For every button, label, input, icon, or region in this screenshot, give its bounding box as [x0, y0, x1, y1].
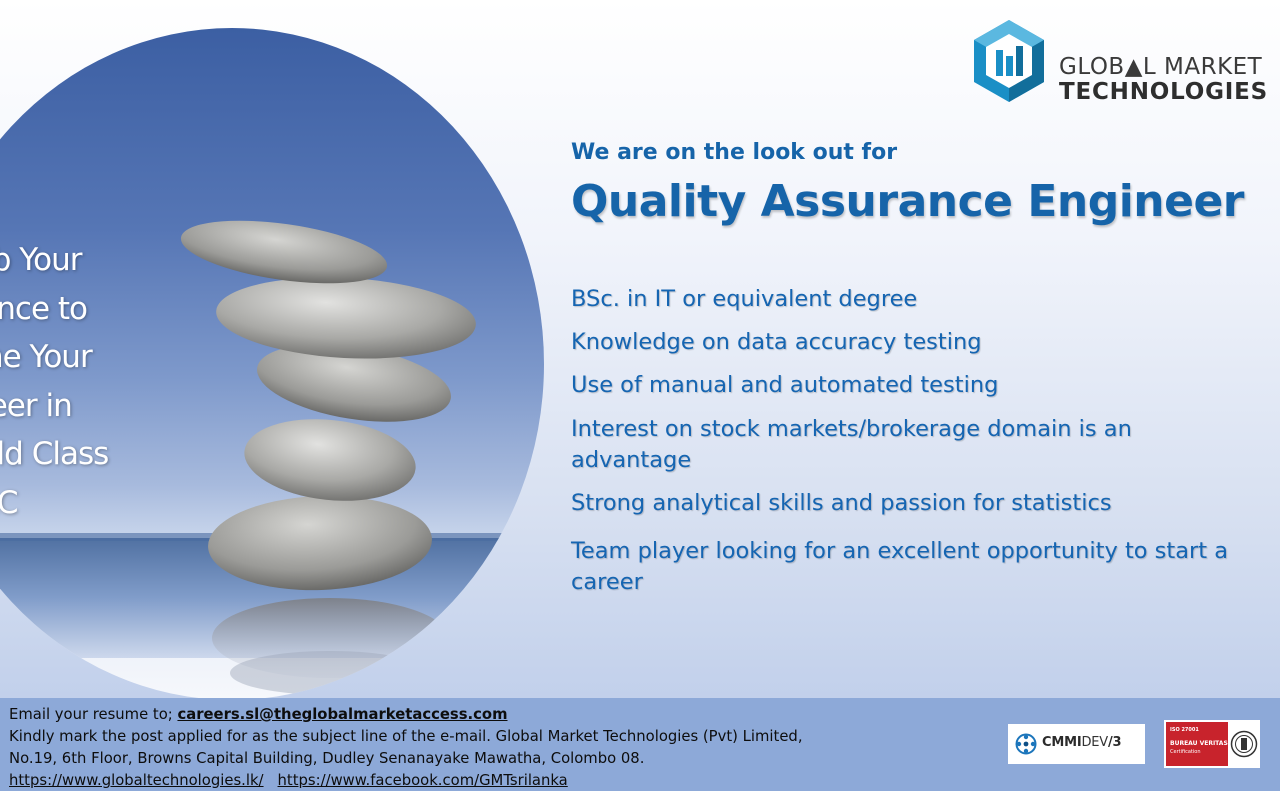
company-logo: GLOB▲L MARKET TECHNOLOGIES	[970, 18, 1267, 106]
footer: Email your resume to; careers.sl@theglob…	[0, 698, 1280, 791]
bv-name-label: BUREAU VERITAS	[1170, 740, 1228, 747]
logo-text-line1: GLOB▲L MARKET	[1059, 54, 1263, 80]
email-line: Email your resume to; careers.sl@theglob…	[9, 704, 909, 726]
stone-1	[180, 220, 388, 284]
address-line: No.19, 6th Floor, Browns Capital Buildin…	[9, 750, 645, 767]
requirement-item: Strong analytical skills and passion for…	[571, 490, 1112, 516]
tagline-line: Career in	[0, 387, 73, 424]
cmmi-badge: CMMIDEV/3	[1008, 724, 1145, 764]
email-prefix: Email your resume to;	[9, 706, 178, 723]
website-link[interactable]: https://www.globaltechnologies.lk/	[9, 772, 264, 789]
bv-iso-label: ISO 27001	[1170, 727, 1199, 733]
links-line: https://www.globaltechnologies.lk/https:…	[9, 770, 909, 791]
bureau-veritas-badge: ISO 27001 BUREAU VERITAS Certification	[1164, 720, 1260, 768]
stone-5	[208, 495, 432, 591]
logo-text-line2: TECHNOLOGIES	[1059, 79, 1269, 105]
bv-sub-label: Certification	[1170, 749, 1201, 755]
tagline-line: SDLC	[0, 484, 18, 521]
stone-stack-image: Grab Your Chance to Shine Your Career in…	[0, 28, 544, 700]
stone-3	[257, 344, 451, 422]
requirement-item: Use of manual and automated testing	[571, 372, 999, 398]
requirement-item: BSc. in IT or equivalent degree	[571, 286, 918, 312]
bureau-veritas-seal-icon	[1230, 730, 1258, 758]
tagline-line: Shine Your	[0, 339, 93, 375]
requirement-item: Team player looking for an excellent opp…	[571, 538, 1229, 595]
cmmi-logo-icon	[1015, 733, 1037, 755]
requirement-item: Interest on stock markets/brokerage doma…	[571, 416, 1132, 473]
tagline-line: Chance to	[0, 290, 88, 327]
job-title: Quality Assurance Engineer	[571, 176, 1245, 227]
tagline: Grab Your Chance to Shine Your Career in…	[0, 236, 169, 527]
stone-stack	[180, 220, 476, 591]
gmt-hexagon-logo-icon	[974, 20, 1044, 102]
requirement-item: Knowledge on data accuracy testing	[571, 329, 982, 355]
stone-reflection	[212, 598, 448, 678]
cmmi-label: CMMIDEV/3	[1042, 735, 1122, 750]
contact-info: Email your resume to; careers.sl@theglob…	[9, 704, 909, 791]
stone-4	[244, 419, 416, 501]
cmmi-bold: CMMI	[1042, 735, 1082, 750]
tagline-line: Grab Your	[0, 242, 82, 278]
stone-2	[216, 277, 476, 359]
facebook-link[interactable]: https://www.facebook.com/GMTsrilanka	[277, 772, 568, 789]
stone-stack-illustration	[0, 220, 544, 695]
cmmi-dev: DEV	[1081, 735, 1108, 750]
intro-heading: We are on the look out for	[571, 140, 898, 165]
cmmi-level: /3	[1107, 735, 1122, 750]
email-link[interactable]: careers.sl@theglobalmarketaccess.com	[177, 706, 508, 723]
tagline-line: World Class	[0, 436, 109, 472]
instructions-line: Kindly mark the post applied for as the …	[9, 728, 803, 745]
